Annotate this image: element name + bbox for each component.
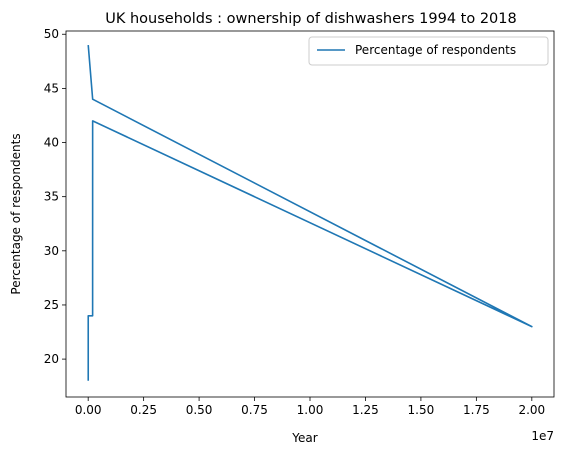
legend-label: Percentage of respondents bbox=[355, 43, 516, 57]
y-axis: 20 25 30 35 40 45 50 bbox=[44, 27, 66, 366]
y-tick-label: 20 bbox=[44, 352, 59, 366]
x-tick-label: 1.75 bbox=[463, 403, 490, 417]
y-tick-label: 30 bbox=[44, 244, 59, 258]
y-tick-label: 40 bbox=[44, 136, 59, 150]
y-tick-label: 50 bbox=[44, 27, 59, 41]
series-lines bbox=[87, 45, 533, 381]
x-tick-label: 1.50 bbox=[408, 403, 435, 417]
x-tick-label: 2.00 bbox=[518, 403, 545, 417]
x-axis: 0.00 0.25 0.50 0.75 1.00 1.25 1.50 1.75 2.00 bbox=[75, 397, 545, 417]
y-tick-label: 35 bbox=[44, 190, 59, 204]
series-line bbox=[87, 45, 533, 381]
plot-area bbox=[65, 30, 555, 398]
y-tick-label: 25 bbox=[44, 298, 59, 312]
x-tick-label: 0.75 bbox=[241, 403, 268, 417]
legend-box bbox=[308, 36, 549, 66]
y-axis-label: Percentage of respondents bbox=[9, 133, 23, 294]
legend: Percentage of respondents bbox=[308, 36, 549, 66]
x-tick-label: 1.00 bbox=[297, 403, 324, 417]
chart-title: UK households : ownership of dishwashers… bbox=[105, 11, 516, 27]
x-tick-label: 0.00 bbox=[75, 403, 102, 417]
x-tick-label: 0.25 bbox=[130, 403, 157, 417]
x-offset-label: 1e7 bbox=[531, 429, 554, 443]
x-tick-label: 0.50 bbox=[186, 403, 213, 417]
x-axis-label: Year bbox=[291, 431, 317, 445]
y-tick-label: 45 bbox=[44, 81, 59, 95]
x-tick-label: 1.25 bbox=[352, 403, 379, 417]
